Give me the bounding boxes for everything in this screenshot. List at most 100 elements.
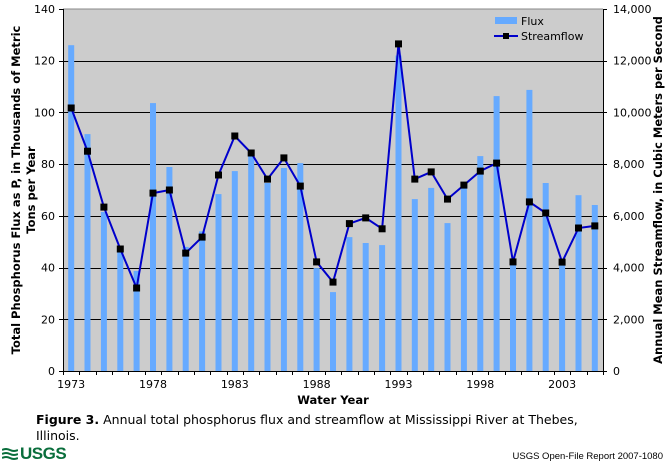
streamflow-point-1984 <box>247 149 255 157</box>
streamflow-point-1991 <box>362 214 370 222</box>
flux-bar-1985 <box>264 183 271 371</box>
flux-bars <box>68 45 598 372</box>
streamflow-point-1982 <box>215 171 222 179</box>
flux-bar-1974 <box>84 134 91 371</box>
streamflow-point-1989 <box>329 278 337 286</box>
flux-bar-2000 <box>510 261 516 371</box>
streamflow-point-1999 <box>493 159 501 167</box>
caption-text: Annual total phosphorus flux and streamf… <box>36 412 578 443</box>
y-tick-label: 0 <box>48 365 55 378</box>
streamflow-point-1987 <box>296 182 304 190</box>
flux-bar-1992 <box>379 245 386 371</box>
streamflow-point-1988 <box>313 258 321 266</box>
x-tick-label: 1993 <box>384 378 412 391</box>
x-tick-label: 1998 <box>466 378 494 391</box>
logo-text: USGS <box>20 444 67 463</box>
flux-bar-2003 <box>559 265 566 371</box>
caption-label: Figure 3. <box>36 412 100 427</box>
streamflow-point-1985 <box>264 175 271 183</box>
legend-streamflow-marker <box>503 33 509 39</box>
flux-bar-1980 <box>182 246 189 371</box>
y-axis-title-line1: Total Phosphorus Flux as P, in Thousands… <box>9 25 23 354</box>
flux-bar-2005 <box>591 205 598 371</box>
legend-flux-swatch <box>495 17 517 24</box>
flux-bar-1983 <box>231 171 238 371</box>
flux-bar-1999 <box>493 96 500 371</box>
x-tick-label: 1983 <box>221 378 249 391</box>
streamflow-point-1994 <box>411 175 419 183</box>
streamflow-line <box>67 40 599 292</box>
flux-bar-1991 <box>362 243 369 371</box>
x-axis-title: Water Year <box>297 393 369 407</box>
streamflow-point-2000 <box>509 258 517 266</box>
y-axis-title-line2: Tons per Year <box>24 146 38 234</box>
flux-bar-1997 <box>460 187 467 371</box>
flux-bar-1977 <box>133 270 140 371</box>
streamflow-point-2002 <box>542 209 550 217</box>
y2-tick-label: 10,000 <box>613 106 652 119</box>
y2-tick-label: 6,000 <box>613 210 645 223</box>
streamflow-point-1996 <box>444 195 451 203</box>
flux-bar-1986 <box>280 168 287 371</box>
flux-bar-1978 <box>150 103 156 371</box>
flux-bar-1998 <box>477 156 484 371</box>
flux-bar-1973 <box>68 45 75 371</box>
flux-bar-1989 <box>330 292 336 371</box>
streamflow-point-1974 <box>84 147 91 155</box>
flux-bar-2002 <box>542 183 549 371</box>
streamflow-point-1973 <box>67 104 75 112</box>
streamflow-point-1975 <box>100 203 108 211</box>
streamflow-point-1986 <box>280 154 288 162</box>
flux-bar-2004 <box>575 195 582 371</box>
x-tick-label: 1988 <box>303 378 331 391</box>
y-tick-label: 120 <box>34 55 55 68</box>
chart: 0 20 40 60 80 100 120 140 0 2,000 4,000 6,000 8,000… <box>9 3 665 407</box>
y-tick-label: 60 <box>41 210 55 223</box>
figure-caption: Figure 3. Annual total phosphorus flux a… <box>36 412 596 444</box>
usgs-wave-icon <box>2 447 18 460</box>
flux-bar-1990 <box>346 237 353 371</box>
streamflow-point-1980 <box>182 249 190 257</box>
y2-tick-label: 8,000 <box>613 158 645 171</box>
y-ticks-left: 0 20 40 60 80 100 120 140 <box>34 3 63 378</box>
streamflow-point-2003 <box>558 258 566 266</box>
legend-flux-label: Flux <box>521 15 544 28</box>
y-ticks-right: 0 2,000 4,000 6,000 8,000 10,000 12,000 14,000 <box>603 3 652 378</box>
streamflow-point-2004 <box>575 224 582 232</box>
flux-bar-1995 <box>428 187 435 371</box>
y2-tick-label: 14,000 <box>613 3 652 16</box>
y-tick-label: 100 <box>34 106 55 119</box>
flux-bar-2001 <box>526 89 533 372</box>
legend-streamflow-label: Streamflow <box>521 30 583 43</box>
x-tick-label: 1978 <box>139 378 167 391</box>
streamflow-point-1998 <box>476 167 484 175</box>
streamflow-point-1993 <box>395 40 402 48</box>
usgs-logo: USGS <box>2 444 67 463</box>
y2-tick-label: 4,000 <box>613 262 645 275</box>
streamflow-point-1990 <box>345 220 353 228</box>
streamflow-point-1983 <box>231 132 239 140</box>
y2-tick-label: 2,000 <box>613 313 645 326</box>
y-tick-label: 80 <box>41 158 55 171</box>
x-tick-label: 1973 <box>57 378 85 391</box>
y-tick-label: 140 <box>34 3 55 16</box>
flux-bar-1979 <box>166 167 173 371</box>
flux-bar-1993 <box>395 55 402 371</box>
flux-bar-1996 <box>444 223 451 371</box>
streamflow-point-2001 <box>525 198 533 206</box>
flux-bar-1976 <box>117 252 124 371</box>
streamflow-point-1995 <box>427 168 435 176</box>
x-ticks: 1973 1978 1983 1988 1993 1998 2003 <box>57 371 604 391</box>
streamflow-point-1977 <box>133 284 141 292</box>
axes <box>63 8 604 372</box>
streamflow-point-1992 <box>378 225 386 233</box>
y2-tick-label: 0 <box>613 365 620 378</box>
x-tick-label: 2003 <box>548 378 576 391</box>
y-tick-label: 20 <box>41 313 55 326</box>
streamflow-point-1981 <box>198 233 206 241</box>
flux-bar-1988 <box>313 268 320 371</box>
y-tick-label: 40 <box>41 262 55 275</box>
y2-tick-label: 12,000 <box>613 55 652 68</box>
flux-bar-1987 <box>297 163 304 371</box>
y2-axis-title: Annual Mean Streamflow, in Cubic Meters … <box>651 16 665 364</box>
